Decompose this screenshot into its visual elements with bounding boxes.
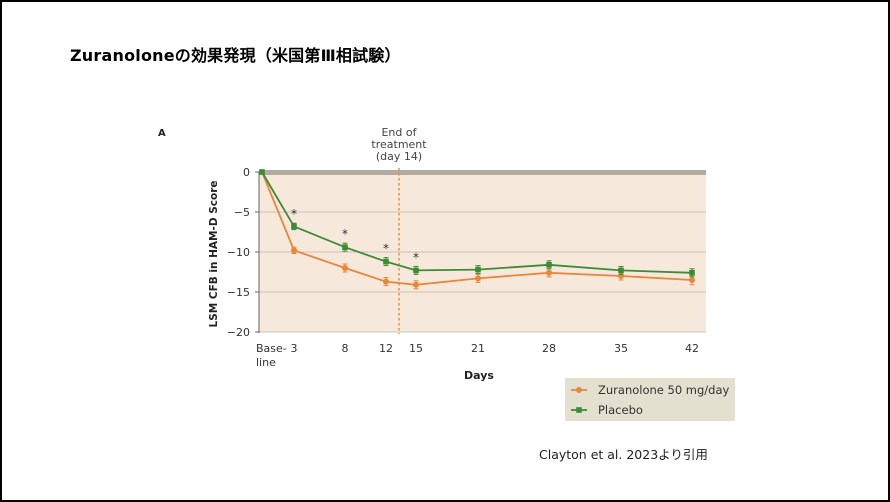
x-tick-label: 12	[379, 342, 393, 355]
annotation-text: (day 14)	[376, 150, 422, 163]
baseline-band	[259, 170, 706, 175]
y-tick-label: −5	[234, 206, 250, 219]
annotation-text: End of	[381, 126, 417, 139]
legend-marker	[576, 387, 582, 393]
y-tick-label: −15	[227, 286, 250, 299]
data-point-placebo	[546, 262, 552, 268]
citation: Clayton et al. 2023より引用	[539, 447, 708, 462]
y-tick-label: −10	[227, 246, 250, 259]
data-point-zuranolone	[342, 265, 348, 271]
slide-title: Zuranoloneの効果発現（米国第Ⅲ相試験）	[70, 46, 401, 65]
data-point-placebo	[291, 223, 297, 230]
data-point-zuranolone	[383, 278, 389, 285]
x-axis-title: Days	[464, 369, 494, 382]
x-tick-label: 21	[471, 342, 485, 355]
significance-marker: *	[383, 242, 389, 256]
data-point-placebo	[413, 267, 419, 274]
data-point-placebo	[475, 266, 481, 273]
x-tick-label: 8	[342, 342, 349, 355]
legend-label: Zuranolone 50 mg/day	[598, 383, 730, 397]
significance-marker: *	[413, 250, 419, 264]
y-axis-title: LSM CFB in HAM-D Score	[208, 180, 220, 327]
data-point-placebo	[342, 244, 348, 250]
significance-marker: *	[342, 227, 348, 241]
x-tick-label: 42	[685, 342, 699, 355]
significance-marker: *	[291, 207, 297, 221]
x-tick-label: 3	[291, 342, 298, 355]
data-point-zuranolone	[291, 247, 297, 254]
data-point-zuranolone	[475, 275, 481, 282]
data-point-zuranolone	[689, 277, 695, 283]
panel-label: A	[158, 128, 166, 139]
x-tick-label: 15	[409, 342, 423, 355]
x-tick-label: 35	[614, 342, 628, 355]
data-point-placebo	[259, 169, 265, 175]
data-point-placebo	[618, 267, 624, 274]
data-point-zuranolone	[546, 269, 552, 276]
x-tick-label: 28	[542, 342, 556, 355]
legend-label: Placebo	[598, 403, 643, 417]
annotation-text: treatment	[371, 138, 427, 151]
x-tick-label: Base-	[256, 342, 287, 355]
legend-marker	[576, 407, 582, 413]
y-tick-label: −20	[227, 326, 250, 339]
legend-box	[565, 378, 735, 421]
data-point-placebo	[689, 270, 695, 276]
data-point-placebo	[383, 258, 389, 265]
data-point-zuranolone	[413, 281, 419, 288]
y-tick-label: 0	[243, 166, 250, 179]
x-tick-label: line	[256, 356, 276, 369]
